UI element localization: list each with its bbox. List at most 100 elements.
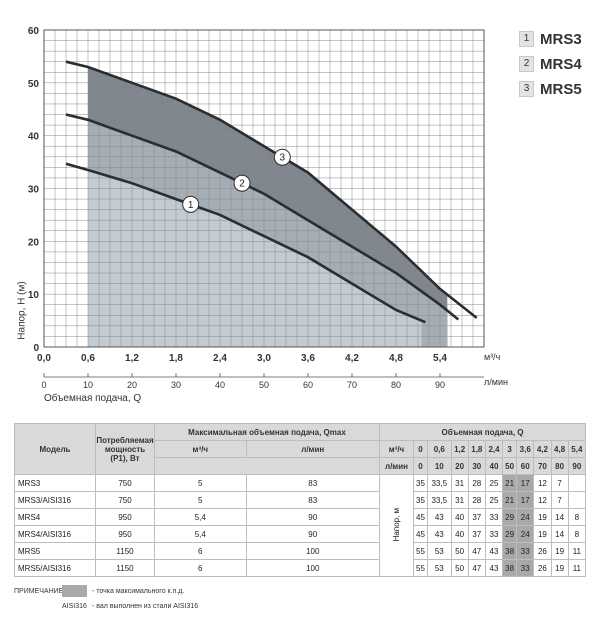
header-flow-m3: 4,2 (533, 440, 552, 458)
x-tick-label-lmin: 10 (83, 380, 93, 390)
header-flow-m3: 1,2 (450, 440, 469, 458)
cell-qmax-m3: 6 (154, 542, 247, 560)
cell-head-value: 17 (516, 474, 535, 492)
x-tick-label-lmin: 30 (171, 380, 181, 390)
table-row: MRS4 950 5,4 90 45 43 40 37 33 29 24 19 14 8 (14, 508, 587, 526)
cell-head-value: 24 (516, 508, 535, 526)
x-unit-primary: м³/ч (484, 352, 501, 362)
header-flow-lmin: 90 (567, 457, 587, 475)
cell-head-value: 25 (484, 491, 504, 509)
table-header-row: л/мин 0 10 20 30 40 50 60 70 80 90 (15, 457, 587, 475)
cell-head-value: 19 (550, 542, 569, 560)
cell-qmax-lmin: 100 (245, 559, 380, 577)
header-flow-lmin: 20 (450, 457, 469, 475)
cell-head-value: 17 (516, 491, 535, 509)
series-marker-1 (182, 195, 200, 213)
cell-head-value: 33 (516, 542, 535, 560)
legend-label: MRS4 (540, 55, 582, 73)
cell-head-value: 28 (467, 474, 486, 492)
cell-head-value: 7 (550, 474, 569, 492)
cell-head-value: 24 (516, 525, 535, 543)
cell-head-label: Напор, м (378, 474, 414, 577)
cell-power: 1150 (95, 542, 155, 560)
table-row: MRS3/AISI316 750 5 83 35 33,5 31 28 25 21 17 12 7 (14, 491, 587, 509)
cell-head-value: 19 (533, 508, 552, 526)
cell-head-value: 45 (412, 525, 429, 543)
x-tick-label: 4,2 (345, 353, 359, 364)
cell-head-value: 35 (412, 491, 429, 509)
x-tick-label: 2,4 (213, 353, 227, 364)
plot-frame (43, 29, 485, 348)
y-tick-label: 30 (28, 185, 40, 196)
legend-label: MRS3 (540, 30, 582, 48)
cell-head-value: 19 (533, 525, 552, 543)
cell-head-value: 40 (450, 525, 469, 543)
y-tick-label: 0 (33, 343, 39, 354)
cell-head-value: 55 (412, 542, 429, 560)
table-body: MRS3 750 5 83 Напор, м 35 33,5 31 28 25 21 17 12 7 MRS… (14, 474, 587, 577)
series-marker-3 (273, 148, 291, 166)
cell-head-value: 26 (533, 559, 552, 577)
head-label: Напор, м (391, 507, 401, 542)
cell-qmax-lmin: 83 (245, 491, 380, 509)
series-marker-2 (233, 174, 251, 192)
cell-model: MRS4/AISI316 (14, 525, 96, 543)
legend-item-2: 2 MRS4 (519, 53, 599, 75)
cell-head-value: 50 (450, 542, 469, 560)
header-empty (154, 457, 380, 475)
header-flow-lmin: 80 (550, 457, 569, 475)
header-flow-lmin: 0 (412, 457, 429, 475)
cell-head-value: 12 (533, 491, 552, 509)
legend-label: MRS5 (540, 80, 582, 98)
x-tick-label: 3,6 (301, 353, 315, 364)
table-row: MRS3 750 5 83 Напор, м 35 33,5 31 28 25 21 17 12 7 (14, 474, 587, 577)
legend-number: 3 (519, 81, 534, 97)
cell-head-value: 33,5 (427, 474, 452, 492)
cell-qmax-lmin: 83 (245, 474, 380, 492)
header-flow-lmin: 40 (484, 457, 504, 475)
header-flow-m3: 4,8 (550, 440, 569, 458)
cell-head-value: 8 (567, 508, 587, 526)
cell-head-value: 38 (502, 542, 518, 560)
cell-qmax-m3: 5,4 (154, 508, 247, 526)
series-line-1 (65, 162, 426, 324)
cell-model: MRS5/AISI316 (14, 559, 96, 577)
header-flow-lmin: 10 (427, 457, 452, 475)
cell-power: 950 (95, 508, 155, 526)
cell-head-value: 33,5 (427, 491, 452, 509)
cell-head-value: 47 (467, 542, 486, 560)
cell-power: 950 (95, 525, 155, 543)
header-flow-m3: 0 (412, 440, 429, 458)
cell-head-value: 53 (427, 542, 452, 560)
cell-head-value: 11 (567, 559, 587, 577)
x-tick-label: 0,6 (81, 353, 95, 364)
cell-power: 750 (95, 474, 155, 492)
x-tick-label-lmin: 90 (435, 380, 445, 390)
x-tick-label: 3,0 (257, 353, 271, 364)
header-qmax: Максимальная объемная подача, Qmax (154, 423, 380, 441)
cell-power: 750 (95, 491, 155, 509)
header-flow-m3: 1,8 (467, 440, 486, 458)
cell-head-value: 26 (533, 542, 552, 560)
cell-qmax-m3: 6 (154, 559, 247, 577)
cell-head-value: 19 (550, 559, 569, 577)
x-tick-label-lmin: 80 (391, 380, 401, 390)
series-marker-label: 1 (188, 200, 194, 211)
legend-number: 2 (519, 56, 534, 72)
series-line-2 (65, 113, 460, 321)
x-tick-label-lmin: 70 (347, 380, 357, 390)
header-flow-lmin: 70 (533, 457, 552, 475)
legend-number: 1 (519, 31, 534, 47)
y-tick-label: 10 (28, 290, 40, 301)
x-tick-label: 4,8 (389, 353, 403, 364)
cell-head-value: 43 (427, 525, 452, 543)
x-axis-label: Объемная подача, Q (44, 393, 142, 404)
efficiency-band-1 (88, 170, 422, 347)
cell-qmax-lmin: 100 (245, 542, 380, 560)
table-row: MRS4/AISI316 950 5,4 90 45 43 40 37 33 29 24 19 14 8 (14, 525, 587, 543)
cell-head-value: 43 (484, 559, 504, 577)
cell-head-value: 50 (450, 559, 469, 577)
cell-head-value: 43 (484, 542, 504, 560)
cell-head-value: 12 (533, 474, 552, 492)
